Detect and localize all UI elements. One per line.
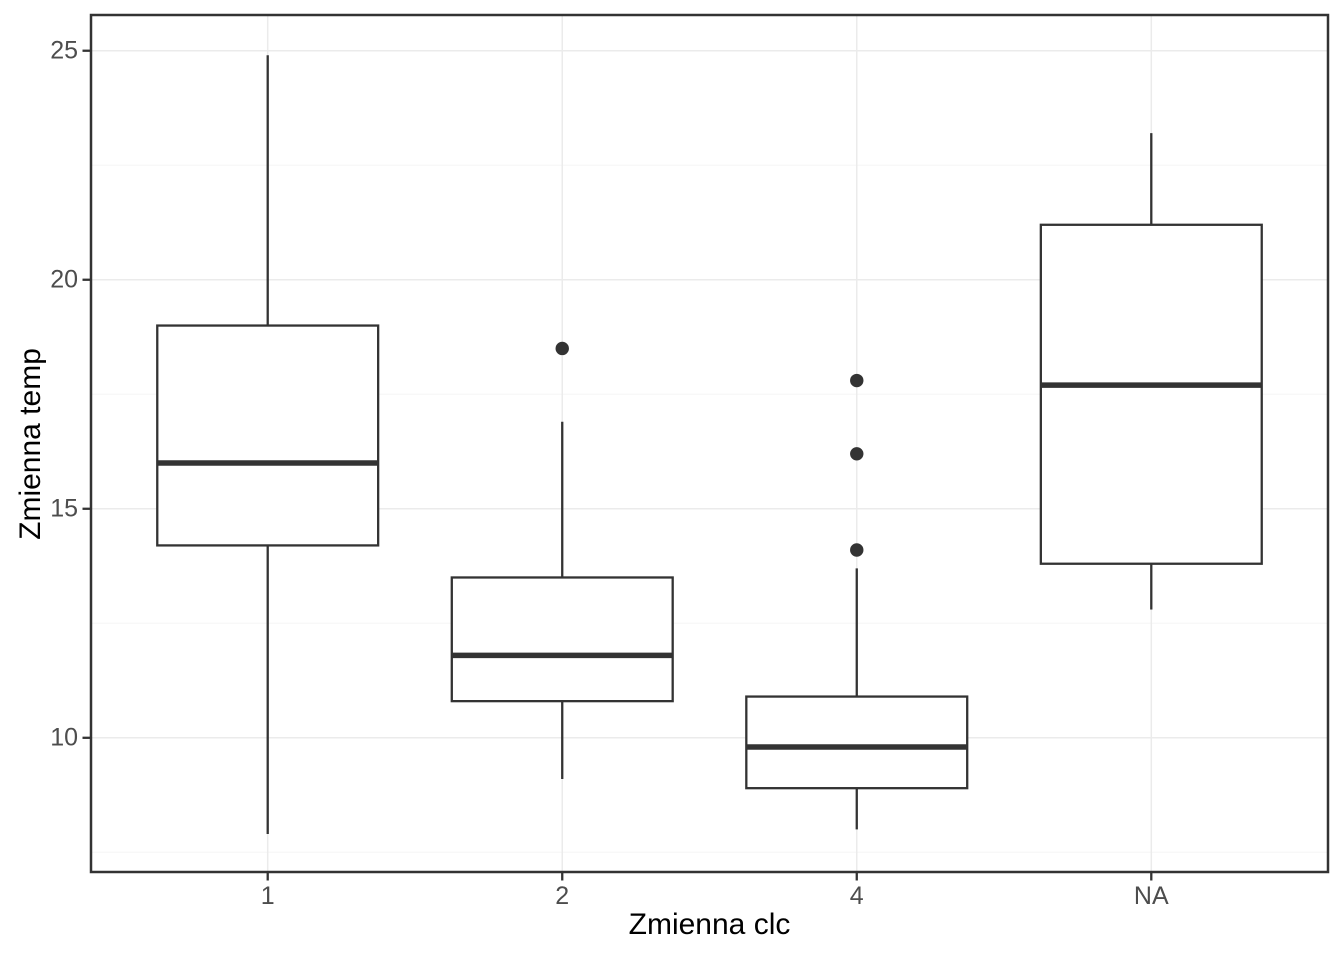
x-tick-label-1: 1 <box>260 882 275 910</box>
outlier-point <box>850 373 864 388</box>
x-tick-label-4: 4 <box>849 882 864 910</box>
outlier-point <box>850 543 864 557</box>
outlier-point <box>850 447 864 461</box>
box-iqr <box>1039 223 1263 565</box>
x-tick-label-NA: NA <box>1133 882 1169 910</box>
y-tick-label-20: 20 <box>50 265 78 294</box>
x-tick-label-2: 2 <box>555 882 570 910</box>
box-iqr <box>450 576 674 703</box>
box-iqr <box>745 695 969 790</box>
x-axis-title: Zmienna clc <box>628 908 791 941</box>
y-axis-title: Zmienna temp <box>14 347 47 540</box>
y-tick-label-25: 25 <box>50 36 78 65</box>
y-tick-label-10: 10 <box>50 723 78 752</box>
panel-border <box>89 13 1330 874</box>
outlier-point <box>555 341 569 356</box>
box-iqr <box>156 324 380 547</box>
y-tick-label-15: 15 <box>50 494 78 523</box>
